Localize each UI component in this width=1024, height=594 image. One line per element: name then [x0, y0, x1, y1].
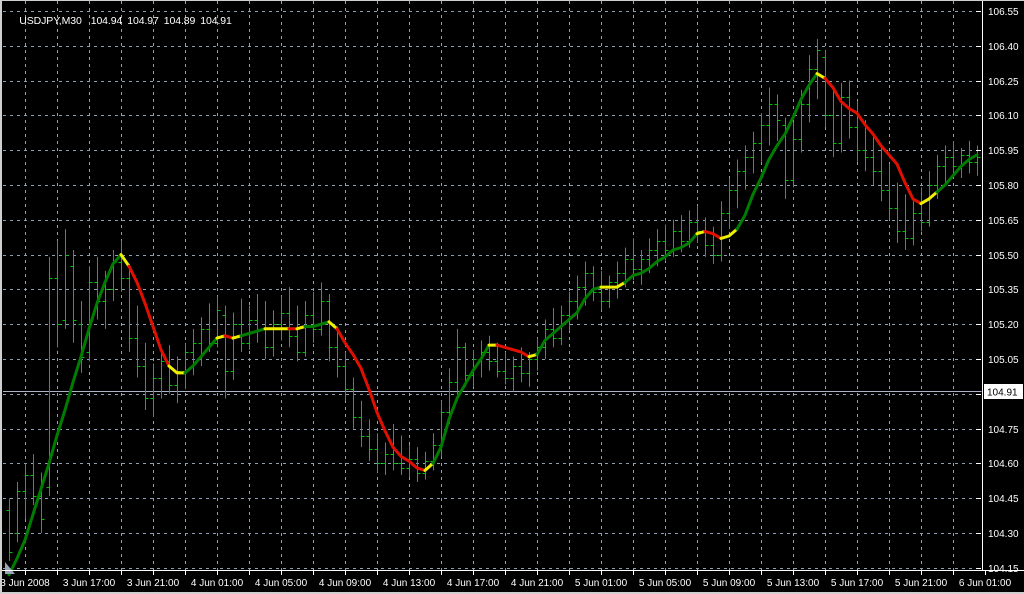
time-axis-label: 3 Jun 2008	[0, 578, 50, 589]
ma-segment-down	[823, 76, 923, 206]
price-axis-label: 105.95	[988, 146, 1019, 157]
price-axis-label: 104.15	[988, 564, 1019, 575]
ma-segment-down	[127, 264, 171, 368]
ma-segment-down	[495, 343, 531, 359]
ma-segment-up	[535, 285, 603, 356]
price-axis-label: 105.65	[988, 216, 1019, 227]
time-axis-label: 6 Jun 01:00	[959, 578, 1012, 589]
time-axis-label: 3 Jun 21:00	[127, 578, 180, 589]
time-axis-label: 5 Jun 17:00	[831, 578, 884, 589]
time-axis-label: 5 Jun 01:00	[575, 578, 628, 589]
ma-segment-up	[239, 327, 267, 338]
price-axis-label: 105.20	[988, 320, 1019, 331]
time-axis-label: 4 Jun 17:00	[447, 578, 500, 589]
time-axis-label: 4 Jun 09:00	[319, 578, 372, 589]
ma-segment-flat	[919, 190, 939, 206]
time-axis-label: 4 Jun 21:00	[511, 578, 564, 589]
time-axis-label: 4 Jun 05:00	[255, 578, 308, 589]
price-axis-label: 106.40	[988, 42, 1019, 53]
price-axis-label: 106.25	[988, 77, 1019, 88]
ma-segment-flat	[327, 320, 339, 331]
price-axis-label: 105.05	[988, 355, 1019, 366]
time-axis-label: 5 Jun 21:00	[895, 578, 948, 589]
price-axis-label: 105.80	[988, 181, 1019, 192]
time-axis: 3 Jun 2008 3 Jun 17:00 3 Jun 21:00 4 Jun 01…	[0, 571, 1012, 589]
chart-title: USDJPY,M30 104.94 104.97 104.89 104.91	[8, 3, 237, 39]
frame-left	[0, 0, 2, 594]
bar-low-value: 104.89	[163, 15, 196, 27]
ma-segment-flat	[167, 364, 187, 375]
ma-segment-flat	[599, 280, 627, 289]
ma-segment-up	[623, 232, 699, 284]
ma-segment-up	[183, 336, 219, 375]
time-axis-label: 3 Jun 17:00	[63, 578, 116, 589]
price-axis-label: 106.55	[988, 7, 1019, 18]
symbol-period-label: USDJPY,M30	[19, 15, 82, 27]
frame-bottom	[0, 592, 1024, 594]
time-axis-label: 4 Jun 01:00	[191, 578, 244, 589]
ma-segment-down	[703, 229, 723, 240]
bid-badge-value: 104.91	[987, 388, 1018, 399]
time-axis-label: 5 Jun 05:00	[639, 578, 692, 589]
price-axis-label: 105.50	[988, 251, 1019, 262]
time-axis-label: 4 Jun 13:00	[383, 578, 436, 589]
bar-open-value: 104.94	[90, 15, 123, 27]
ma-segment-down	[335, 327, 427, 472]
bid-price-badge: 104.91	[984, 384, 1023, 399]
price-axis-label: 104.60	[988, 459, 1019, 470]
ma-segment-up	[735, 72, 819, 231]
ma-line-layer	[7, 72, 979, 577]
price-axis-label: 105.35	[988, 285, 1019, 296]
ma-segment-up	[431, 343, 491, 465]
bid-badge-box	[984, 384, 1023, 399]
price-axis-label: 104.30	[988, 529, 1019, 540]
time-axis-label: 5 Jun 13:00	[767, 578, 820, 589]
bar-close-value: 104.91	[200, 15, 232, 27]
bar-high-value: 104.97	[127, 15, 159, 27]
ma-segment-up	[7, 253, 123, 577]
ma-segment-up	[303, 320, 331, 328]
ma-segment-flat	[719, 227, 739, 240]
ma-segment-flat	[815, 72, 827, 80]
ma-segment-flat	[119, 253, 131, 268]
price-axis-label: 104.45	[988, 494, 1019, 505]
ma-segment-up	[935, 153, 979, 194]
frame-top	[0, 0, 1024, 1]
ma-segment-flat	[423, 461, 435, 472]
price-axis-label: 104.75	[988, 425, 1019, 436]
price-axis-label: 106.10	[988, 111, 1019, 122]
candles-layer	[6, 38, 981, 561]
time-axis-label: 5 Jun 09:00	[703, 578, 756, 589]
